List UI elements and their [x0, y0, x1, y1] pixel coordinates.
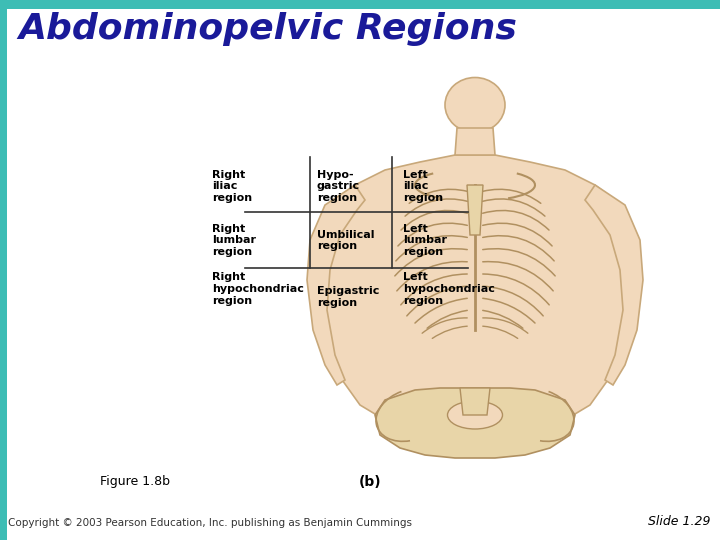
Text: Right
hypochondriac
region: Right hypochondriac region: [212, 272, 305, 306]
Polygon shape: [467, 185, 483, 235]
Polygon shape: [460, 388, 490, 415]
Ellipse shape: [448, 401, 503, 429]
Text: Slide 1.29: Slide 1.29: [647, 515, 710, 528]
Polygon shape: [585, 185, 643, 385]
Polygon shape: [375, 388, 575, 458]
Text: Left
iliac
region: Left iliac region: [403, 170, 444, 203]
Polygon shape: [317, 155, 633, 433]
Text: Epigastric
region: Epigastric region: [317, 286, 379, 308]
Text: Left
hypochondriac
region: Left hypochondriac region: [403, 272, 495, 306]
Text: Umbilical
region: Umbilical region: [317, 230, 374, 251]
Text: Right
lumbar
region: Right lumbar region: [212, 224, 256, 257]
Text: Left
lumbar
region: Left lumbar region: [403, 224, 447, 257]
Bar: [0, 0, 7, 540]
Ellipse shape: [445, 78, 505, 132]
Text: Figure 1.8b: Figure 1.8b: [100, 476, 170, 489]
Polygon shape: [307, 185, 365, 385]
Text: (b): (b): [359, 475, 382, 489]
Text: Abdominopelvic Regions: Abdominopelvic Regions: [18, 12, 517, 46]
Text: Right
iliac
region: Right iliac region: [212, 170, 253, 203]
Polygon shape: [455, 128, 495, 155]
Bar: [0, 0, 720, 9]
Text: Copyright © 2003 Pearson Education, Inc. publishing as Benjamin Cummings: Copyright © 2003 Pearson Education, Inc.…: [8, 518, 412, 528]
Text: Hypo-
gastric
region: Hypo- gastric region: [317, 170, 360, 203]
